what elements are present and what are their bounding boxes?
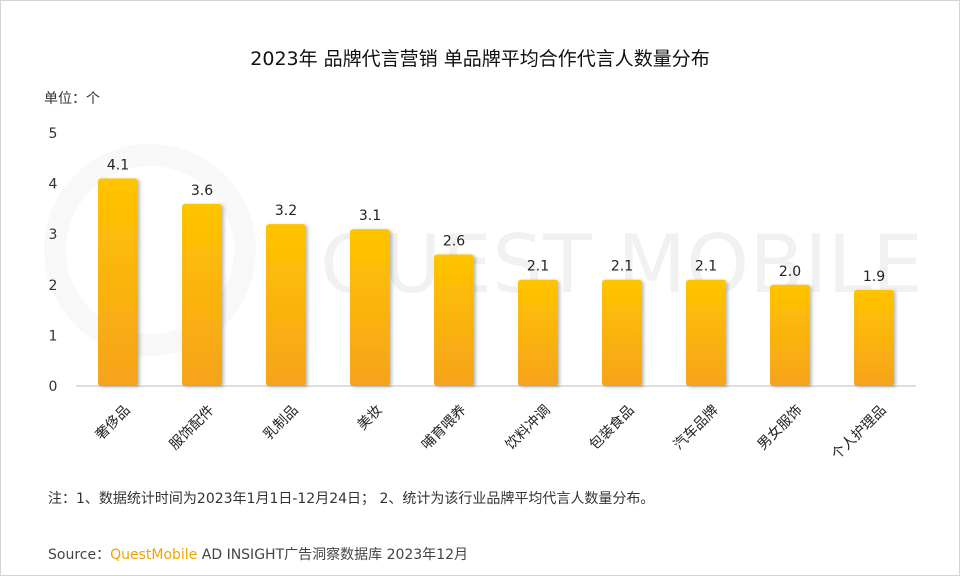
bar-9 <box>854 289 894 386</box>
y-tick-label: 3 <box>49 227 58 243</box>
value-label: 2.1 <box>527 259 549 275</box>
x-tick-label: 奢侈品 <box>93 402 134 443</box>
chart-title: 2023年 品牌代言营销 单品牌平均合作代言人数量分布 <box>250 48 710 70</box>
x-tick-label: 乳制品 <box>261 402 302 443</box>
source-rest: AD INSIGHT广告洞察数据库 2023年12月 <box>197 547 469 563</box>
x-tick-label: 饮料冲调 <box>503 402 554 453</box>
value-label: 2.1 <box>695 259 717 275</box>
x-labels-group: 奢侈品 服饰配件 乳制品 美妆 哺育喂养 饮料冲调 包装食品 汽车品牌 男女服饰 个人护理品 <box>93 402 890 464</box>
x-tick-label: 哺育喂养 <box>419 402 470 453</box>
bar-0 <box>98 178 138 386</box>
bar-1 <box>182 203 222 386</box>
y-tick-label: 0 <box>49 379 58 395</box>
value-label: 3.2 <box>275 203 297 219</box>
x-tick-label: 美妆 <box>354 402 385 433</box>
bar-4 <box>434 254 474 386</box>
value-label: 2.6 <box>443 233 465 249</box>
bars-group <box>98 178 894 386</box>
source-brand: QuestMobile <box>110 547 198 563</box>
value-label: 2.0 <box>779 264 801 280</box>
bar-3 <box>350 229 390 386</box>
source-line: Source：QuestMobile AD INSIGHT广告洞察数据库 202… <box>48 544 468 564</box>
watermark-logo-icon <box>44 144 256 356</box>
y-tick-label: 5 <box>49 126 58 142</box>
footnote: 注：1、数据统计时间为2023年1月1日-12月24日； 2、统计为该行业品牌平… <box>48 491 655 507</box>
value-label: 4.1 <box>107 158 129 174</box>
bar-5 <box>518 279 558 386</box>
value-label: 3.1 <box>359 208 381 224</box>
bar-8 <box>770 284 810 386</box>
bar-2 <box>266 224 306 386</box>
x-tick-label: 汽车品牌 <box>670 402 722 454</box>
y-axis: 0 1 2 3 4 5 <box>49 126 58 395</box>
unit-label: 单位：个 <box>44 91 100 107</box>
value-label: 3.6 <box>191 183 213 199</box>
x-tick-label: 包装食品 <box>586 402 638 454</box>
value-label: 1.9 <box>863 269 885 285</box>
bar-7 <box>686 279 726 386</box>
bar-6 <box>602 279 642 386</box>
value-label: 2.1 <box>611 259 633 275</box>
x-tick-label: 个人护理品 <box>829 402 890 463</box>
y-tick-label: 4 <box>49 177 58 193</box>
y-tick-label: 2 <box>49 278 58 294</box>
x-tick-label: 服饰配件 <box>167 402 218 453</box>
source-prefix: Source： <box>48 547 111 563</box>
x-tick-label: 男女服饰 <box>754 402 806 454</box>
y-tick-label: 1 <box>49 328 58 344</box>
value-labels-group: 4.1 3.6 3.2 3.1 2.6 2.1 2.1 2.1 2.0 1.9 <box>107 158 885 285</box>
